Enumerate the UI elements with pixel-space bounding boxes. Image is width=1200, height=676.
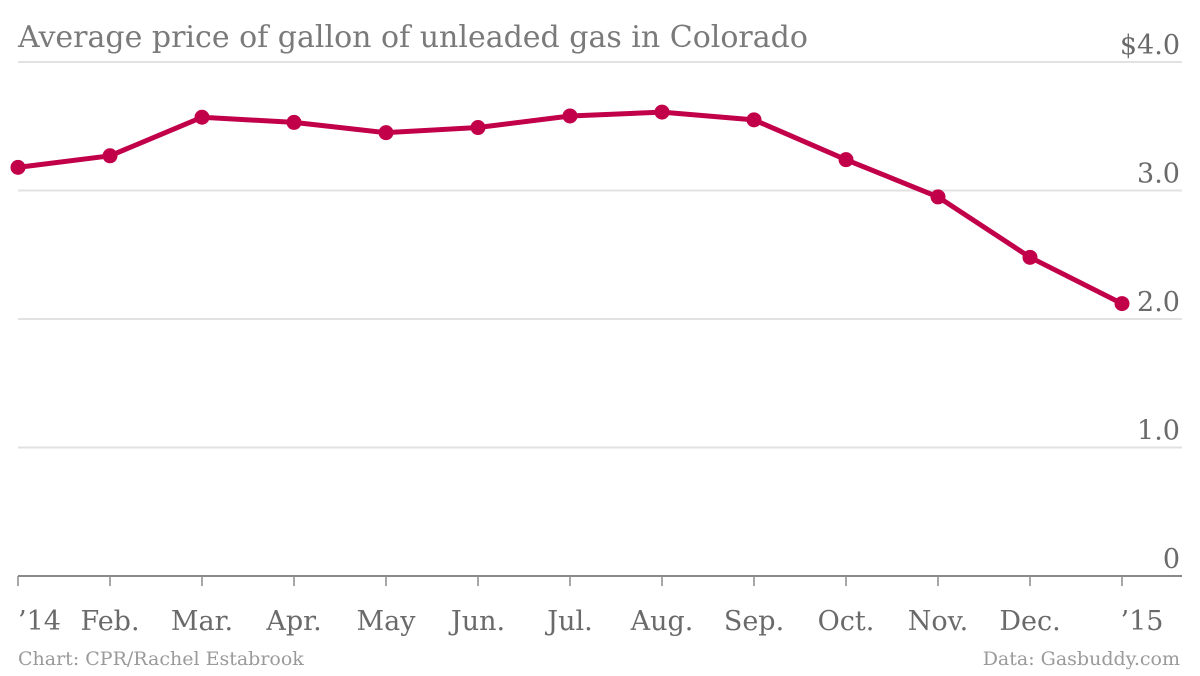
x-tick-label: Feb.	[80, 606, 139, 637]
x-tick-label: ’14	[18, 606, 61, 637]
data-point	[746, 112, 762, 128]
x-tick-label: Apr.	[265, 606, 321, 637]
x-tick-label: ’15	[1121, 606, 1164, 637]
data-point	[838, 152, 854, 168]
x-tick-label: Mar.	[171, 606, 233, 637]
y-axis: 0 1.0 2.0 3.0 $4.0	[1120, 30, 1180, 575]
data-source: Data: Gasbuddy.com	[982, 648, 1180, 670]
data-point	[286, 114, 302, 130]
data-point	[194, 109, 210, 125]
x-tick-label: Aug.	[630, 606, 694, 637]
data-point	[102, 148, 118, 164]
data-point	[1114, 296, 1130, 312]
data-point	[654, 104, 670, 120]
data-point	[1022, 249, 1038, 265]
data-point	[378, 125, 394, 141]
x-tick-label: Jun.	[448, 606, 505, 637]
y-tick-label: 3.0	[1137, 159, 1180, 190]
y-tick-label: 2.0	[1137, 287, 1180, 318]
chart-credit: Chart: CPR/Rachel Estabrook	[18, 648, 304, 670]
y-tick-label: $4.0	[1120, 30, 1180, 61]
x-tick-label: May	[357, 606, 417, 637]
data-point	[930, 189, 946, 205]
x-tick-label: Jul.	[544, 606, 592, 637]
series-line	[10, 104, 1130, 312]
x-tick-label: Dec.	[999, 606, 1060, 637]
x-axis: ’14 Feb. Mar. Apr. May Jun. Jul. Aug. Sep. Oct. No…	[17, 576, 1164, 637]
data-point	[562, 108, 578, 124]
data-point	[470, 120, 486, 136]
y-tick-label: 0	[1163, 544, 1180, 575]
grid-lines	[18, 61, 1182, 449]
x-tick-label: Nov.	[908, 606, 969, 637]
x-tick-label: Sep.	[724, 606, 784, 637]
chart-title: Average price of gallon of unleaded gas …	[18, 20, 808, 55]
x-tick-label: Oct.	[818, 606, 875, 637]
data-point	[10, 159, 26, 175]
series-path	[17, 109, 1124, 306]
y-tick-label: 1.0	[1137, 416, 1180, 447]
